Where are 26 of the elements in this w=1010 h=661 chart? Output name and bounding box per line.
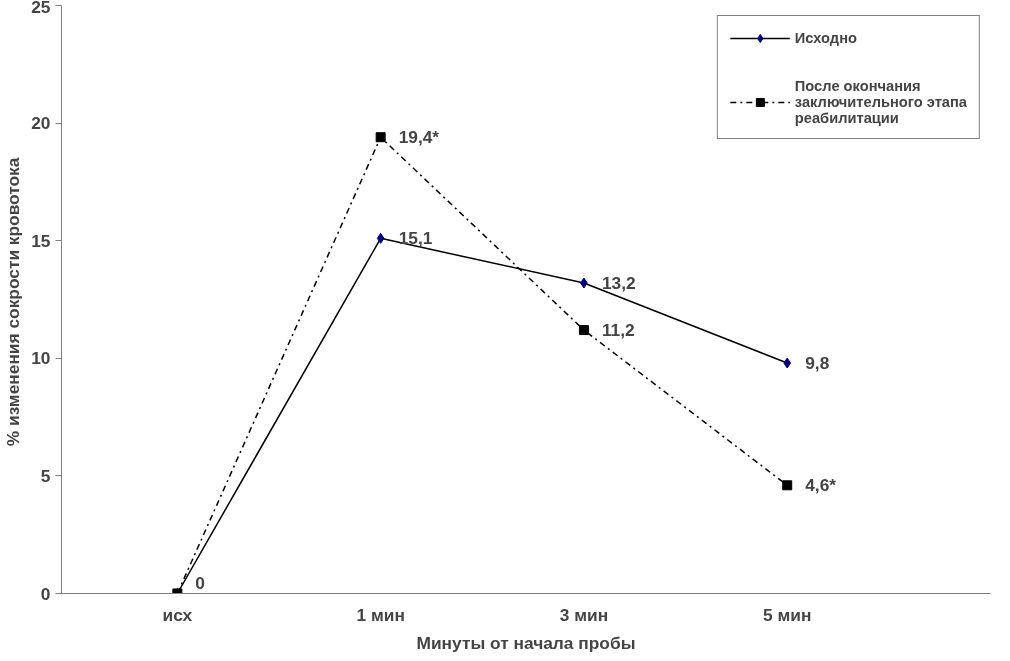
data-label: 13,2	[601, 273, 636, 294]
y-tick-label: 20	[31, 113, 51, 134]
point	[376, 232, 385, 244]
point	[578, 325, 589, 336]
point	[375, 132, 386, 143]
data-label: 19,4*	[398, 127, 440, 148]
y-axis-title: % изменения сокрости кровотока	[3, 157, 24, 447]
x-tick-label: исх	[162, 604, 193, 625]
data-label: 11,2	[601, 320, 635, 341]
point	[782, 480, 793, 491]
y-tick-label: 25	[31, 0, 51, 17]
y-tick-label: 10	[31, 348, 51, 369]
point	[783, 357, 792, 369]
x-axis-title: Минуты от начала пробы	[416, 632, 636, 653]
legend-label: После окончания заключительного этапа реабилитации	[794, 78, 967, 126]
y-tick-label: 5	[40, 465, 51, 486]
data-label: 0	[195, 572, 206, 593]
x-tick-label: 3 мин	[559, 604, 609, 625]
y-tick-label: 15	[31, 230, 51, 251]
legend-label: Исходно	[794, 30, 857, 46]
data-label: 9,8	[805, 353, 830, 373]
data-label: 15,1	[398, 228, 433, 249]
x-tick-label: 1 мин	[356, 604, 405, 625]
x-tick-label: 5 мин	[763, 604, 812, 625]
y-tick-label: 0	[40, 583, 51, 604]
data-label: 4,6*	[805, 475, 837, 496]
